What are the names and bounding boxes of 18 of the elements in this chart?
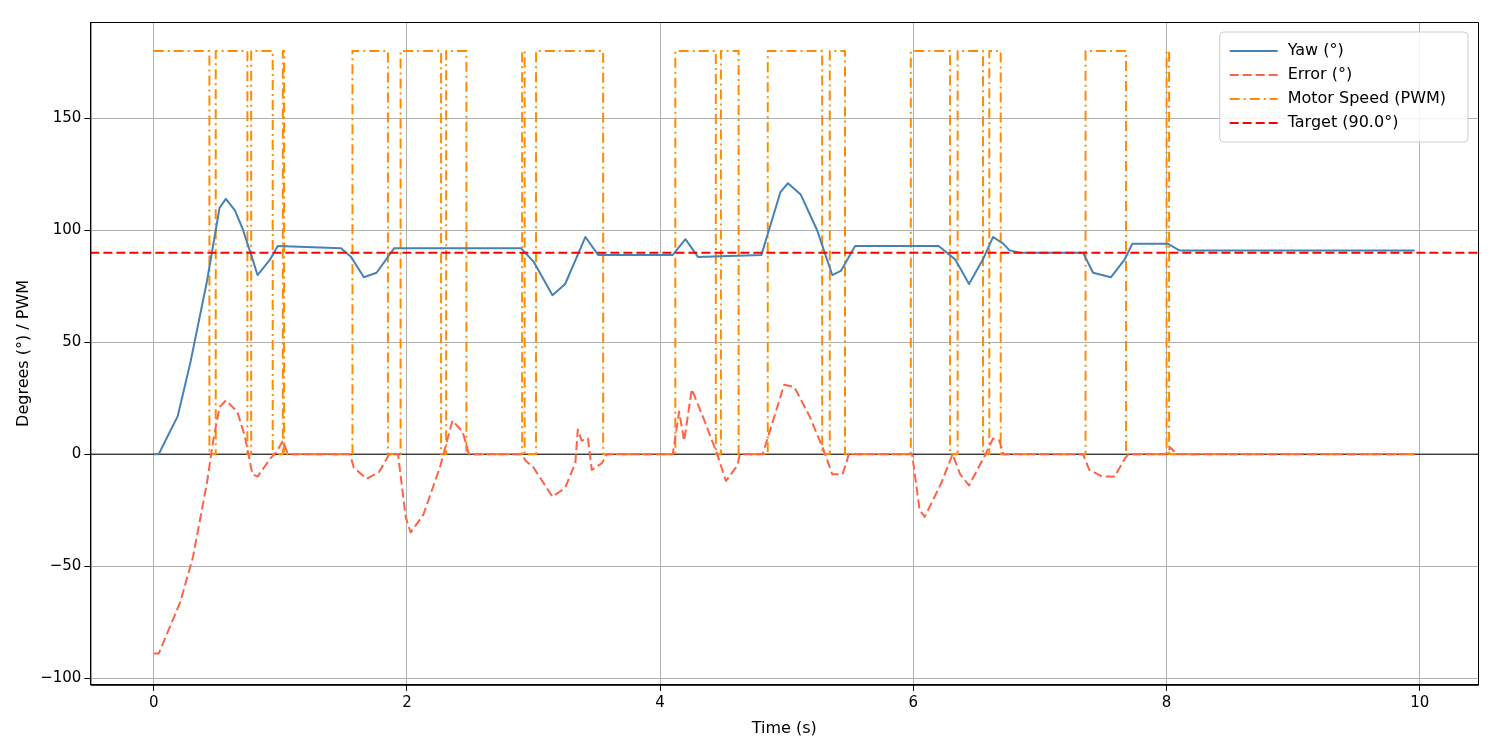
y-axis-title: Degrees (°) / PWM (12, 279, 32, 427)
y-tick-label: 0 (71, 444, 82, 463)
x-tick-label: 2 (402, 692, 412, 711)
x-tick-label: 0 (148, 692, 159, 711)
x-tick-label: 4 (655, 692, 665, 711)
x-tick-label: 10 (1410, 692, 1430, 711)
legend-label: Error (°) (1287, 64, 1353, 84)
y-tick-label: 50 (62, 332, 82, 351)
x-axis-title: Time (s) (750, 717, 817, 737)
y-tick-label: −50 (49, 556, 82, 575)
y-tick-label: 100 (52, 220, 82, 239)
x-tick-label: 6 (908, 692, 919, 711)
legend-label: Target (90.0°) (1286, 112, 1399, 132)
y-tick-label: 150 (52, 108, 82, 127)
y-tick-label: −100 (40, 667, 82, 686)
legend-label: Yaw (°) (1286, 40, 1344, 60)
x-tick-label: 8 (1161, 692, 1172, 711)
legend-label: Motor Speed (PWM) (1287, 88, 1447, 108)
